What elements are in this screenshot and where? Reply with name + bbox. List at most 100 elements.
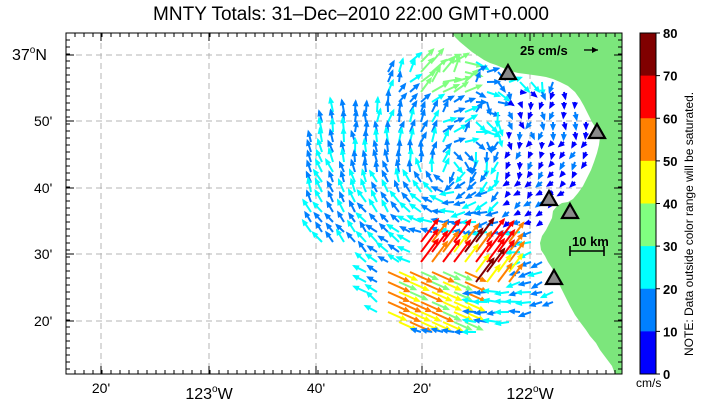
current-vector bbox=[352, 285, 367, 293]
current-vector bbox=[508, 240, 526, 263]
current-vector bbox=[539, 291, 554, 299]
current-vector bbox=[377, 255, 389, 263]
current-vector bbox=[420, 217, 440, 243]
current-vector bbox=[420, 93, 432, 103]
current-vector bbox=[461, 201, 477, 209]
current-vector bbox=[475, 239, 493, 263]
current-vector bbox=[442, 230, 460, 253]
current-vector bbox=[347, 188, 356, 203]
current-vector bbox=[340, 126, 347, 143]
current-vector bbox=[398, 271, 419, 281]
current-vector bbox=[516, 161, 523, 171]
current-vector bbox=[387, 230, 400, 243]
current-vector bbox=[572, 131, 579, 141]
current-vector bbox=[398, 291, 421, 302]
current-vector bbox=[486, 78, 502, 85]
current-vector bbox=[474, 191, 488, 197]
current-vector bbox=[453, 232, 469, 253]
current-vector bbox=[345, 231, 356, 243]
current-vector bbox=[428, 194, 444, 203]
current-vector bbox=[528, 301, 543, 307]
current-vector bbox=[352, 99, 359, 113]
current-vector bbox=[324, 212, 334, 223]
current-vector bbox=[442, 218, 461, 243]
current-vector bbox=[548, 111, 555, 121]
current-vector bbox=[502, 180, 510, 187]
current-vector bbox=[560, 111, 567, 120]
current-vector bbox=[362, 109, 369, 123]
current-vector bbox=[420, 301, 444, 313]
current-vector bbox=[431, 81, 450, 93]
current-vector bbox=[539, 151, 545, 159]
current-vector bbox=[311, 230, 323, 243]
current-vector bbox=[486, 141, 493, 154]
current-vector bbox=[474, 201, 488, 211]
current-vector bbox=[352, 108, 359, 123]
current-vector bbox=[559, 180, 567, 188]
current-vector bbox=[561, 91, 568, 101]
current-vector bbox=[440, 327, 455, 334]
current-vector bbox=[438, 207, 455, 214]
current-vector bbox=[526, 170, 534, 179]
colorbar-tick-label: 40 bbox=[663, 197, 677, 212]
current-vector bbox=[356, 202, 367, 213]
current-vector bbox=[312, 201, 323, 213]
current-vector bbox=[420, 238, 439, 263]
current-vector bbox=[479, 171, 488, 183]
current-vector bbox=[420, 281, 445, 293]
current-vector bbox=[526, 271, 543, 278]
current-vector bbox=[433, 174, 444, 183]
current-vector bbox=[396, 234, 411, 243]
current-vector bbox=[529, 131, 535, 141]
current-vector bbox=[517, 111, 524, 120]
current-vector bbox=[535, 210, 543, 217]
current-vector bbox=[431, 99, 439, 113]
current-vector bbox=[582, 131, 589, 141]
current-vector bbox=[328, 128, 335, 143]
current-vector bbox=[328, 96, 335, 113]
current-vector bbox=[371, 181, 378, 193]
current-vector bbox=[386, 253, 400, 263]
current-vector bbox=[364, 224, 378, 233]
current-vector bbox=[512, 189, 521, 196]
current-vector bbox=[372, 139, 379, 153]
colorbar-tick-label: 70 bbox=[663, 69, 677, 84]
current-vector bbox=[549, 91, 556, 101]
current-vector bbox=[327, 146, 334, 163]
current-vector bbox=[442, 281, 463, 291]
current-vector bbox=[559, 170, 567, 178]
current-vector bbox=[409, 107, 415, 123]
current-vector bbox=[366, 230, 378, 243]
current-vector bbox=[497, 81, 506, 93]
current-vector bbox=[442, 301, 463, 311]
current-vector bbox=[396, 109, 403, 123]
station-5 bbox=[544, 267, 564, 286]
current-vector bbox=[387, 59, 395, 73]
current-vector bbox=[365, 290, 378, 303]
station-3 bbox=[539, 188, 559, 207]
current-vector bbox=[339, 139, 346, 153]
current-vector bbox=[394, 158, 401, 173]
current-vector bbox=[348, 212, 356, 223]
current-vector bbox=[399, 226, 411, 233]
current-vector bbox=[431, 58, 448, 73]
current-vector bbox=[471, 298, 488, 305]
current-vector bbox=[442, 157, 450, 173]
current-vector bbox=[527, 151, 534, 159]
current-vector bbox=[464, 120, 470, 133]
current-vector bbox=[368, 212, 378, 223]
current-vector bbox=[545, 180, 554, 187]
current-vector bbox=[547, 171, 555, 179]
current-vector bbox=[497, 91, 511, 102]
current-vector bbox=[364, 253, 378, 263]
current-vector bbox=[387, 281, 411, 293]
current-vector bbox=[406, 159, 413, 173]
current-vector bbox=[383, 148, 390, 163]
current-vector bbox=[561, 121, 568, 131]
current-vector bbox=[420, 57, 435, 73]
colorbar-tick-label: 50 bbox=[663, 154, 677, 169]
current-vector bbox=[419, 227, 433, 234]
current-vector bbox=[463, 210, 477, 217]
current-vector bbox=[314, 177, 323, 193]
current-vector bbox=[559, 161, 566, 171]
